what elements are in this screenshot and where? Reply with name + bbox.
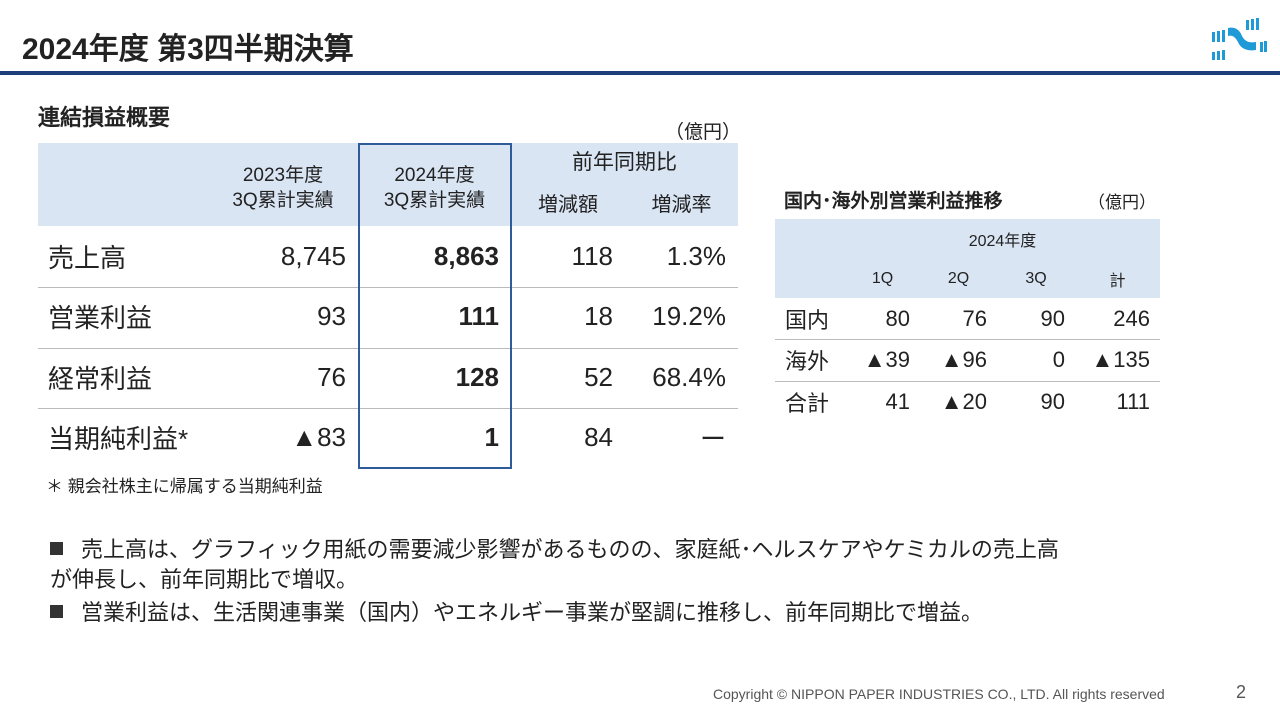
seg-cell: ▲20 xyxy=(940,388,987,414)
pl-header-2024: 2024年度 3Q累計実績 xyxy=(358,143,511,226)
seg-header-year: 2024年度 xyxy=(845,219,1160,259)
seg-cell: 76 xyxy=(962,305,987,331)
seg-header-col: 計 xyxy=(1075,259,1160,298)
seg-header-col: 3Q xyxy=(997,259,1075,298)
pl-cell-diff: 18 xyxy=(584,301,613,331)
pl-section-title: 連結損益概要 xyxy=(38,105,171,130)
pl-cell-rate: 68.4% xyxy=(652,361,726,392)
row-divider xyxy=(775,339,1160,340)
seg-cell: ▲96 xyxy=(940,347,987,372)
pl-cell-label: 売上高 xyxy=(48,242,127,273)
page-title: 2024年度 第3四半期決算 xyxy=(22,33,354,66)
row-divider xyxy=(38,347,738,349)
seg-row-label: 合計 xyxy=(785,390,830,416)
pl-cell-rate: 1.3% xyxy=(666,240,726,271)
pl-cell-rate: 19.2% xyxy=(652,301,726,331)
pl-cell-v2024: 111 xyxy=(458,301,499,331)
pl-cell-v2024: 128 xyxy=(455,361,499,392)
highlight-box-2024 xyxy=(358,143,512,469)
pl-cell-rate: ー xyxy=(699,424,726,454)
seg-cell: 111 xyxy=(1116,388,1150,414)
pl-cell-label: 営業利益 xyxy=(48,303,153,333)
seg-cell: 90 xyxy=(1040,305,1065,331)
pl-cell-diff: 52 xyxy=(584,361,613,392)
nippon-paper-logo xyxy=(1212,18,1267,60)
pl-cell-label: 経常利益 xyxy=(48,363,153,394)
seg-row-label: 国内 xyxy=(785,307,830,333)
seg-row-label: 海外 xyxy=(785,349,830,374)
seg-header-col: 2Q xyxy=(920,259,997,298)
bullet-square-icon xyxy=(50,605,63,618)
pl-cell-diff: 84 xyxy=(584,422,613,452)
pl-header-yoy: 前年同期比 xyxy=(511,143,738,183)
row-divider xyxy=(775,380,1160,382)
pl-footnote: ＊ 親会社株主に帰属する当期純利益 xyxy=(46,477,323,496)
seg-cell: 41 xyxy=(885,388,910,414)
seg-cell: ▲135 xyxy=(1091,347,1150,372)
bullet-2: 営業利益は、生活関連事業（国内）やエネルギー事業が堅調に推移し、前年同期比で増益… xyxy=(50,598,983,628)
bullet-text: 売上高は、グラフィック用紙の需要減少影響があるものの、家庭紙･ヘルスケアやケミカ… xyxy=(50,537,1059,592)
seg-cell: 0 xyxy=(1052,347,1065,372)
bullet-square-icon xyxy=(50,542,63,555)
pl-cell-v2023: ▲83 xyxy=(291,422,346,452)
row-divider xyxy=(38,408,738,409)
page-number: 2 xyxy=(1236,682,1247,702)
title-rule xyxy=(0,71,1280,75)
pl-cell-v2023: 76 xyxy=(317,361,346,392)
pl-cell-v2024: 1 xyxy=(484,422,499,452)
bullet-text: 営業利益は、生活関連事業（国内）やエネルギー事業が堅調に推移し、前年同期比で増益… xyxy=(81,600,984,625)
pl-cell-v2023: 93 xyxy=(317,301,346,331)
row-divider xyxy=(38,287,738,288)
pl-header-diff: 増減額 xyxy=(511,183,625,226)
seg-cell: 90 xyxy=(1040,388,1065,414)
pl-header-2023: 2023年度 3Q累計実績 xyxy=(208,143,358,226)
seg-title: 国内･海外別営業利益推移 xyxy=(784,191,1003,212)
seg-cell: 246 xyxy=(1113,305,1150,331)
pl-cell-diff: 118 xyxy=(571,240,613,271)
pl-unit: （億円） xyxy=(665,122,742,143)
copyright: Copyright © NIPPON PAPER INDUSTRIES CO.,… xyxy=(713,686,1165,702)
seg-cell: ▲39 xyxy=(863,347,910,372)
seg-header-col: 1Q xyxy=(845,259,920,298)
pl-header-rate: 増減率 xyxy=(625,183,738,226)
pl-cell-v2023: 8,745 xyxy=(280,240,346,271)
pl-cell-label: 当期純利益* xyxy=(48,424,189,454)
pl-header-blank xyxy=(38,143,208,226)
seg-header-blank xyxy=(775,219,845,298)
seg-cell: 80 xyxy=(885,305,910,331)
pl-cell-v2024: 8,863 xyxy=(433,240,499,271)
bullet-1: 売上高は、グラフィック用紙の需要減少影響があるものの、家庭紙･ヘルスケアやケミカ… xyxy=(50,535,1059,595)
seg-unit: （億円） xyxy=(1088,193,1156,212)
